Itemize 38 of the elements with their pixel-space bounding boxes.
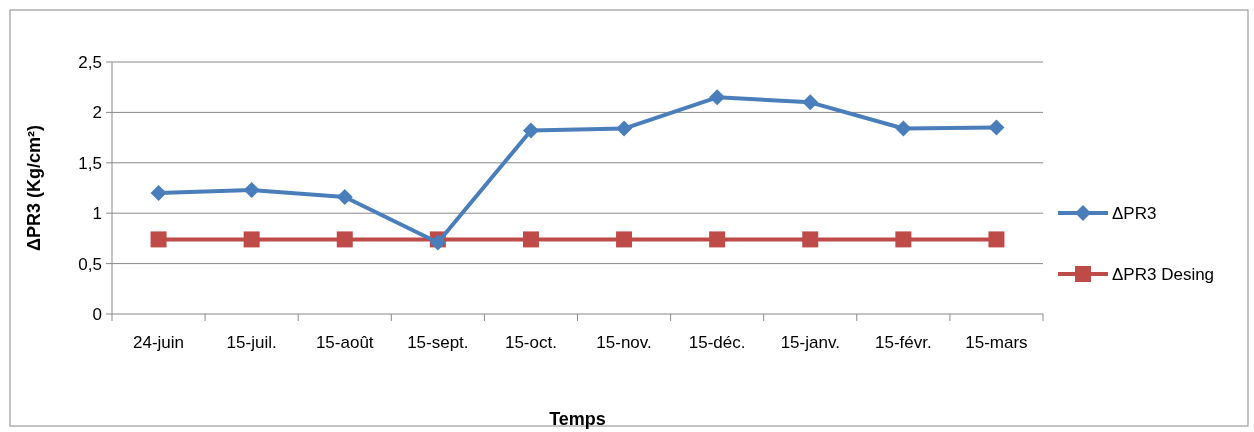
legend-label: ΔPR3 <box>1112 203 1157 223</box>
x-axis-title: Temps <box>549 409 606 429</box>
point <box>802 231 819 248</box>
point <box>150 185 167 202</box>
y-axis-title: ΔPR3 (Kg/cm²) <box>24 125 44 251</box>
point <box>336 189 353 206</box>
point <box>988 231 1005 248</box>
point <box>802 94 819 111</box>
x-tick-label: 15-janv. <box>780 333 840 352</box>
point <box>616 231 633 248</box>
y-tick-label: 0,5 <box>78 254 102 274</box>
x-tick-label: 15-déc. <box>688 333 746 352</box>
point <box>150 231 167 248</box>
legend-label: ΔPR3 Desing <box>1112 264 1215 284</box>
y-tick-label: 1 <box>92 204 102 224</box>
x-tick-label: 15-sept. <box>407 333 469 352</box>
point <box>895 231 912 248</box>
y-tick-label: 1,5 <box>78 153 102 173</box>
x-tick-label: 15-nov. <box>596 333 652 352</box>
y-tick-label: 0 <box>92 304 102 324</box>
x-tick-label: 15-oct. <box>504 333 557 352</box>
point <box>709 231 726 248</box>
y-tick-label: 2 <box>92 103 102 123</box>
x-tick-label: 15-juil. <box>226 333 277 352</box>
point <box>522 231 539 248</box>
x-tick-label: 15-févr. <box>875 333 932 352</box>
x-tick-label: 24-juin <box>133 333 185 352</box>
point <box>988 119 1005 136</box>
point <box>616 120 633 137</box>
point <box>895 120 912 137</box>
point <box>243 182 260 199</box>
x-tick-label: 15-mars <box>965 333 1028 352</box>
x-tick-label: 15-août <box>315 333 374 352</box>
point <box>709 89 726 106</box>
point <box>336 231 353 248</box>
point <box>522 122 539 139</box>
point <box>243 231 260 248</box>
y-tick-label: 2,5 <box>78 52 102 72</box>
